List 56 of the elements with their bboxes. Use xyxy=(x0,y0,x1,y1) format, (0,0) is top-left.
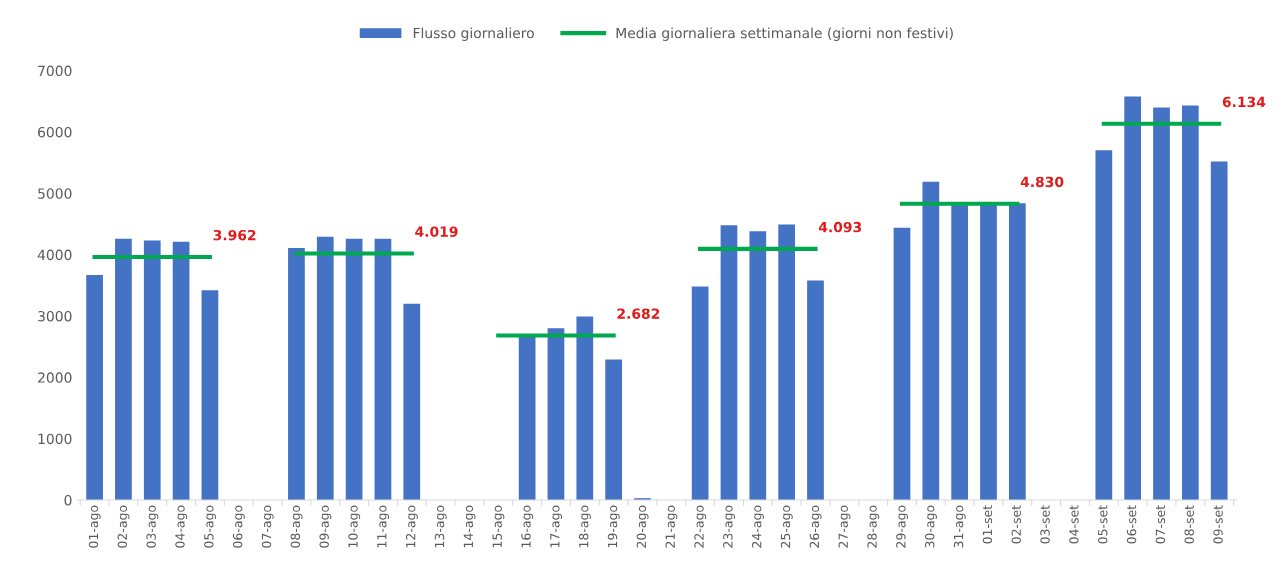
x-tick-label: 18-ago xyxy=(578,505,591,548)
x-tick-label: 31-ago xyxy=(953,505,966,548)
data-label: 4.830 xyxy=(1020,176,1064,188)
y-tick-label: 6000 xyxy=(38,126,72,138)
x-tick-label: 02-set xyxy=(1011,505,1021,544)
x-tick-label: 11-ago xyxy=(377,505,389,548)
x-tick-label: 05-ago xyxy=(204,505,216,548)
x-tick-label: 09-set xyxy=(1213,505,1223,544)
y-tick-label: 1000 xyxy=(38,433,72,445)
x-tick-label: 04-set xyxy=(1069,505,1079,544)
x-tick-label: 09-ago xyxy=(319,505,332,548)
x-tick-label: 13-ago xyxy=(434,505,447,548)
x-tick-label: 15-ago xyxy=(492,505,505,548)
x-tick-label: 07-set xyxy=(1155,505,1166,544)
x-tick-label: 08-set xyxy=(1184,505,1194,544)
y-tick-label: 5000 xyxy=(38,188,72,199)
x-tick-label: 01-set xyxy=(982,505,993,544)
y-tick-label: 0 xyxy=(64,494,72,506)
legend-label: Flusso giornaliero xyxy=(413,27,534,41)
x-tick-label: 05-set xyxy=(1098,505,1108,544)
legend-label: Media giornaliera settimanale (giorni non festivi) xyxy=(616,27,953,41)
y-tick-label: 3000 xyxy=(38,310,72,322)
x-tick-label: 25-ago xyxy=(780,505,793,548)
x-tick-label: 01-ago xyxy=(88,505,101,548)
x-tick-label: 12-ago xyxy=(405,505,418,548)
x-tick-label: 23-ago xyxy=(723,505,736,548)
x-tick-label: 29-ago xyxy=(896,505,909,548)
x-tick-label: 17-ago xyxy=(550,505,562,548)
x-tick-label: 07-ago xyxy=(261,505,274,548)
data-label: 3.962 xyxy=(213,229,256,241)
x-tick-label: 21-ago xyxy=(665,505,678,548)
x-tick-label: 14-ago xyxy=(463,505,476,548)
x-tick-label: 06-set xyxy=(1126,505,1137,544)
x-tick-label: 02-ago xyxy=(117,505,130,548)
x-tick-label: 20-ago xyxy=(636,505,649,548)
x-tick-label: 19-ago xyxy=(607,505,620,548)
x-tick-label: 24-ago xyxy=(751,505,764,548)
x-tick-label: 08-ago xyxy=(290,505,303,548)
x-tick-label: 22-ago xyxy=(694,505,707,548)
x-tick-label: 03-set xyxy=(1040,505,1050,544)
x-tick-label: 30-ago xyxy=(924,505,937,548)
data-label: 2.682 xyxy=(617,308,660,319)
x-tick-label: 28-ago xyxy=(867,505,880,548)
data-label: 6.134 xyxy=(1222,96,1266,108)
data-label: 4.019 xyxy=(415,226,458,237)
y-tick-label: 4000 xyxy=(37,249,72,261)
x-tick-label: 27-ago xyxy=(838,505,851,548)
x-tick-label: 06-ago xyxy=(232,505,245,548)
x-tick-label: 26-ago xyxy=(809,505,822,548)
x-tick-label: 04-ago xyxy=(175,505,188,548)
x-tick-label: 16-ago xyxy=(521,505,534,548)
y-tick-label: 7000 xyxy=(38,65,72,77)
x-tick-label: 03-ago xyxy=(146,505,159,548)
x-tick-label: 10-ago xyxy=(348,505,361,548)
data-label: 4.093 xyxy=(818,221,862,233)
y-tick-label: 2000 xyxy=(38,372,72,383)
